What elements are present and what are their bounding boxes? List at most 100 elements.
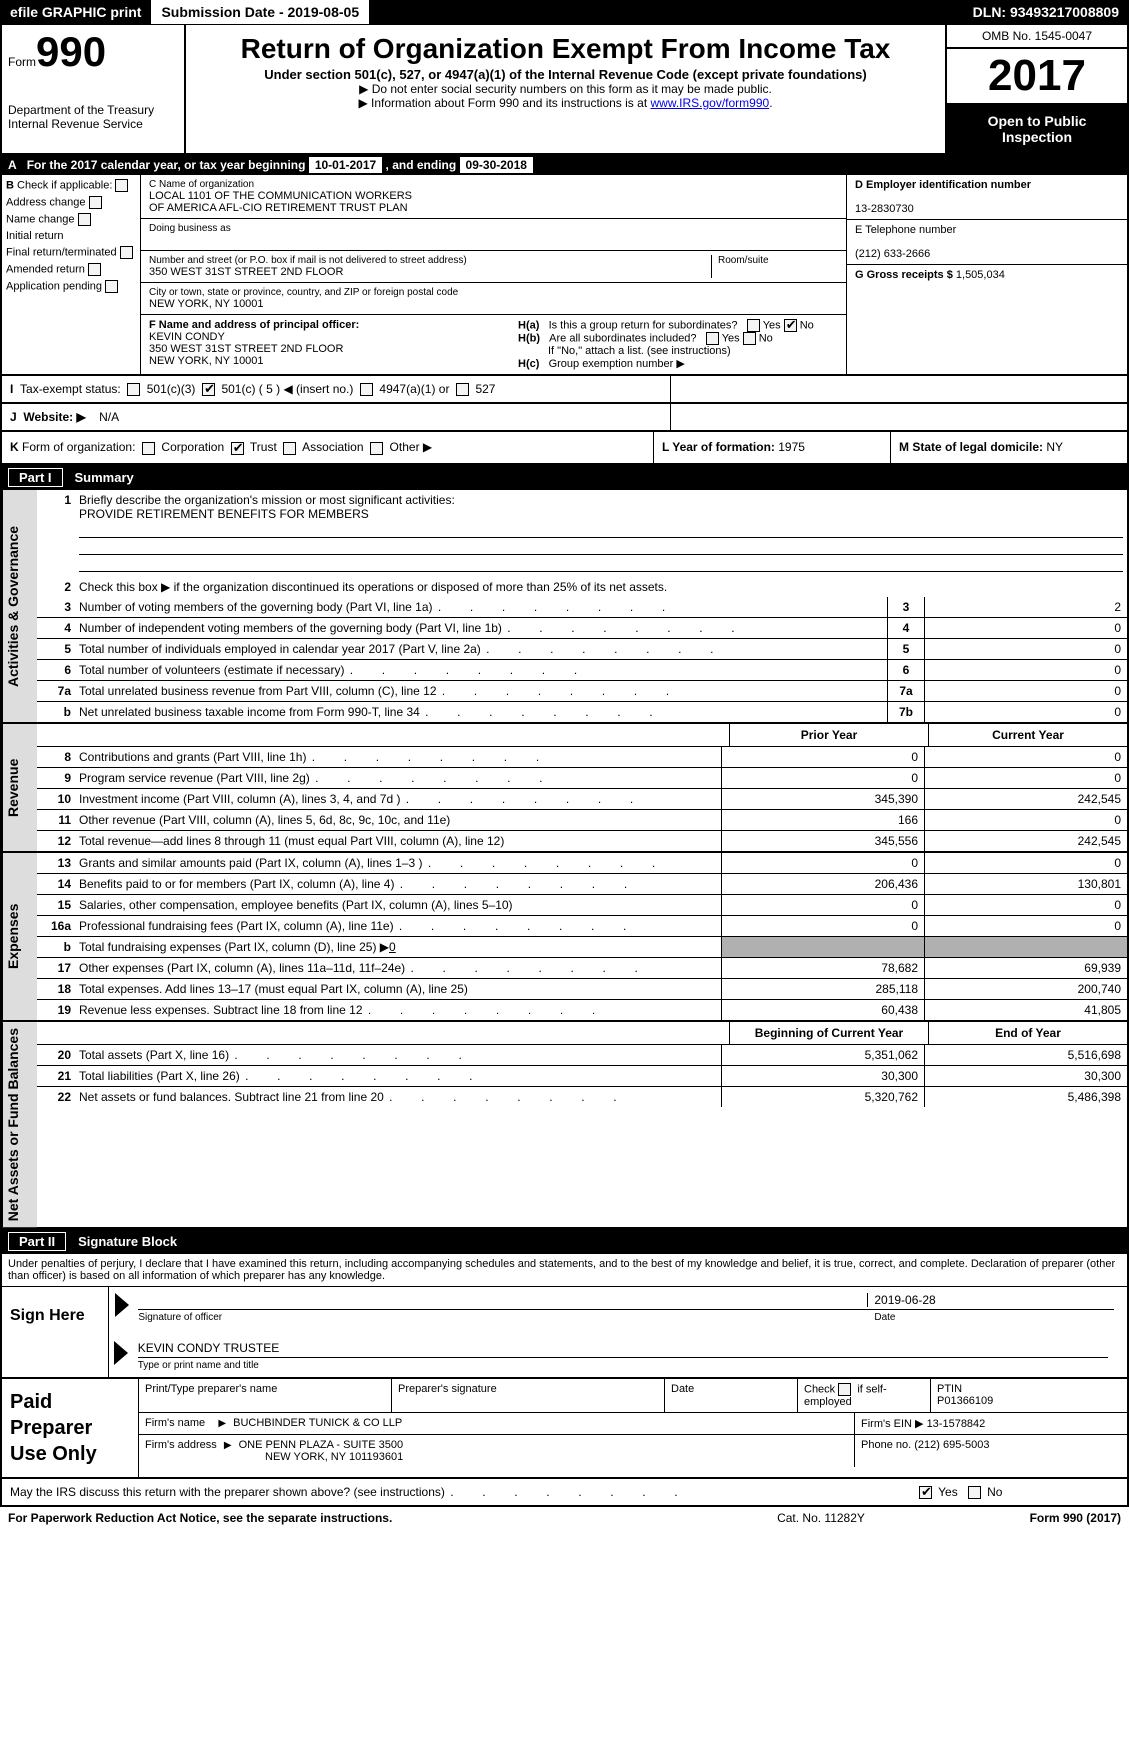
officer-addr2: NEW YORK, NY 10001 — [149, 355, 518, 367]
submission-date: Submission Date - 2019-08-05 — [151, 0, 371, 24]
chk-discuss-no[interactable] — [968, 1486, 981, 1499]
name-arrow-icon — [114, 1341, 128, 1365]
top-bar: efile GRAPHIC print Submission Date - 20… — [0, 0, 1129, 25]
c10: 242,545 — [924, 789, 1127, 809]
row-i: I Tax-exempt status: 501(c)(3) 501(c) ( … — [0, 376, 1129, 404]
chk-name[interactable] — [78, 213, 91, 226]
c17: 69,939 — [924, 958, 1127, 978]
chk-other[interactable] — [370, 442, 383, 455]
irs-link[interactable]: www.IRS.gov/form990 — [650, 96, 769, 110]
firm-phone: (212) 695-5003 — [914, 1439, 989, 1451]
chk-501c3[interactable] — [127, 383, 140, 396]
prep-name-label: Print/Type preparer's name — [139, 1379, 392, 1412]
tax-year-begin: 10-01-2017 — [309, 157, 382, 173]
form-prefix: Form — [8, 55, 36, 69]
tax-year: 2017 — [947, 49, 1127, 105]
part2-header: Part II Signature Block — [0, 1229, 1129, 1254]
summary-netassets: Net Assets or Fund Balances Beginning of… — [0, 1022, 1129, 1229]
chk-address[interactable] — [89, 196, 102, 209]
ein-value: 13-2830730 — [855, 203, 914, 215]
c8: 0 — [924, 747, 1127, 767]
c16a: 0 — [924, 916, 1127, 936]
part1-header: Part I Summary — [0, 465, 1129, 490]
form-header: Form990 Department of the Treasury Inter… — [0, 25, 1129, 155]
chk-corp[interactable] — [142, 442, 155, 455]
ptin-cell: PTINP01366109 — [931, 1379, 1127, 1412]
row-k: K Form of organization: Corporation Trus… — [0, 432, 1129, 464]
dba-cell: Doing business as — [141, 219, 846, 251]
opt-name-change: Name change — [6, 213, 75, 225]
efile-print-button[interactable]: efile GRAPHIC print — [0, 0, 151, 24]
mission-text: PROVIDE RETIREMENT BENEFITS FOR MEMBERS — [79, 507, 369, 521]
discuss-row: May the IRS discuss this return with the… — [0, 1479, 1129, 1507]
firm-addr2: NEW YORK, NY 101193601 — [265, 1451, 403, 1463]
c12: 242,545 — [924, 831, 1127, 851]
firm-ein: 13-1578842 — [927, 1418, 986, 1430]
org-name-cell: C Name of organization LOCAL 1101 OF THE… — [141, 175, 846, 219]
vtab-revenue: Revenue — [2, 724, 37, 851]
chk-final[interactable] — [120, 246, 133, 259]
p21: 30,300 — [721, 1066, 924, 1086]
open-public-badge: Open to PublicInspection — [947, 105, 1127, 153]
signature-arrow-icon — [115, 1293, 129, 1317]
tax-year-end: 09-30-2018 — [460, 157, 533, 173]
header-right: OMB No. 1545-0047 2017 Open to PublicIns… — [945, 25, 1127, 153]
chk-amended[interactable] — [88, 263, 101, 276]
val-7a: 0 — [924, 681, 1127, 701]
chk-hb-yes[interactable] — [706, 332, 719, 345]
chk-trust[interactable] — [231, 442, 244, 455]
fundraising-total: 0 — [389, 940, 396, 954]
p8: 0 — [721, 747, 924, 767]
p10: 345,390 — [721, 789, 924, 809]
street-address: 350 WEST 31ST STREET 2ND FLOOR — [149, 266, 711, 278]
c9: 0 — [924, 768, 1127, 788]
p20: 5,351,062 — [721, 1045, 924, 1065]
vtab-expenses: Expenses — [2, 853, 37, 1020]
summary-revenue: Revenue Prior YearCurrent Year 8Contribu… — [0, 724, 1129, 853]
dln-label: DLN: 93493217008809 — [963, 0, 1129, 24]
firm-ein-cell: Firm's EIN ▶ 13-1578842 — [855, 1413, 1127, 1434]
form-subtitle: Under section 501(c), 527, or 4947(a)(1)… — [192, 67, 939, 82]
chk-ha-no[interactable] — [784, 319, 797, 332]
phone-value: (212) 633-2666 — [855, 248, 930, 260]
firm-addr-cell: Firm's address ONE PENN PLAZA - SUITE 35… — [139, 1435, 855, 1467]
col-c: C Name of organization LOCAL 1101 OF THE… — [141, 175, 846, 374]
p15: 0 — [721, 895, 924, 915]
firm-name: BUCHBINDER TUNICK & CO LLP — [233, 1417, 402, 1429]
chk-4947[interactable] — [360, 383, 373, 396]
row-a: A For the 2017 calendar year, or tax yea… — [0, 155, 1129, 175]
dept-treasury: Department of the Treasury — [8, 103, 178, 117]
p16b — [721, 937, 924, 957]
officer-name: KEVIN CONDY — [149, 331, 518, 343]
topbar-spacer — [371, 0, 963, 24]
chk-assoc[interactable] — [283, 442, 296, 455]
chk-selfemp[interactable] — [838, 1383, 851, 1396]
row-j: J Website: ▶ N/A — [0, 404, 1129, 432]
form-footer: Form 990 (2017) — [921, 1511, 1121, 1525]
penalties-text: Under penalties of perjury, I declare th… — [0, 1254, 1129, 1287]
officer-print-name: KEVIN CONDY TRUSTEE — [138, 1341, 1108, 1355]
form-note-2: ▶ Information about Form 990 and its ins… — [192, 96, 939, 110]
chk-discuss-yes[interactable] — [919, 1486, 932, 1499]
c18: 200,740 — [924, 979, 1127, 999]
firm-addr1: ONE PENN PLAZA - SUITE 3500 — [239, 1439, 403, 1451]
chk-527[interactable] — [456, 383, 469, 396]
chk-hb-no[interactable] — [743, 332, 756, 345]
chk-pending[interactable] — [105, 280, 118, 293]
address-cell: Number and street (or P.O. box if mail i… — [141, 251, 846, 283]
chk-501c[interactable] — [202, 383, 215, 396]
val-6: 0 — [924, 660, 1127, 680]
c22: 5,486,398 — [924, 1087, 1127, 1107]
header-left: Form990 Department of the Treasury Inter… — [2, 25, 186, 153]
p11: 166 — [721, 810, 924, 830]
chk-ha-yes[interactable] — [747, 319, 760, 332]
officer-cell: F Name and address of principal officer:… — [141, 315, 846, 374]
c16b — [924, 937, 1127, 957]
val-3: 2 — [924, 597, 1127, 617]
prep-selfemp: Check if self-employed — [798, 1379, 931, 1412]
vtab-netassets: Net Assets or Fund Balances — [2, 1022, 37, 1227]
p19: 60,438 — [721, 1000, 924, 1020]
opt-final-return: Final return/terminated — [6, 246, 117, 258]
opt-amended: Amended return — [6, 263, 85, 275]
check-applicable[interactable] — [115, 179, 128, 192]
